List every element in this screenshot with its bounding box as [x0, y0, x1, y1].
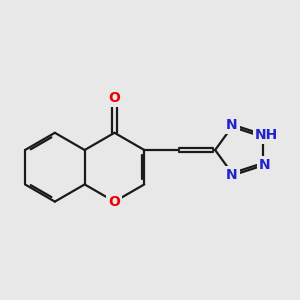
- Text: N: N: [226, 118, 238, 132]
- Text: O: O: [109, 195, 120, 208]
- Text: N: N: [226, 168, 238, 182]
- Text: O: O: [109, 92, 120, 105]
- Text: N: N: [259, 158, 270, 172]
- Text: NH: NH: [255, 128, 278, 142]
